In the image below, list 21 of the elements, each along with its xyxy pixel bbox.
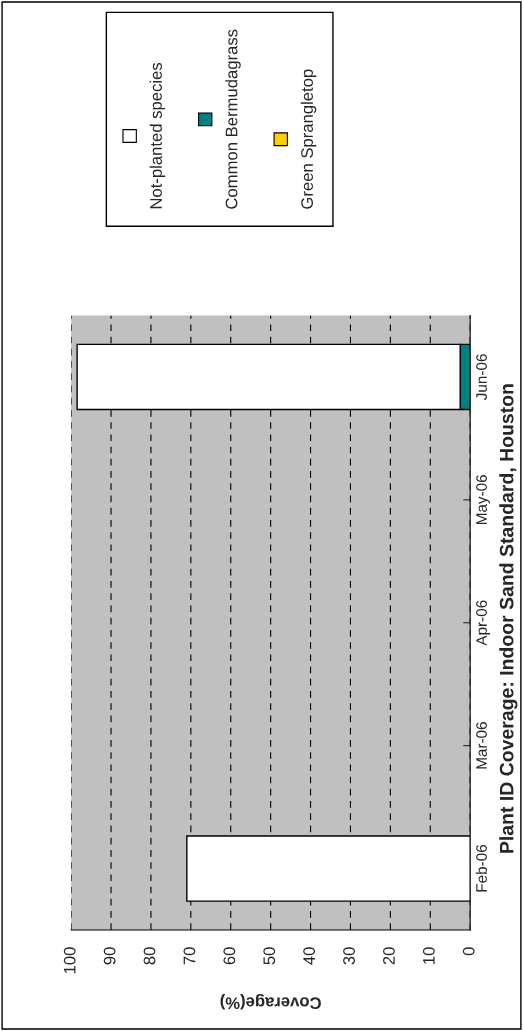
x-tick-label: 70 (183, 947, 196, 965)
x-tick-label: 20 (383, 947, 395, 965)
legend-label: Common Bermudagrass (225, 29, 241, 209)
x-tick-label: 90 (103, 947, 116, 965)
y-tick-label: Jun-06 (476, 354, 487, 401)
x-tick-label: 60 (223, 947, 236, 965)
y-tick-label: Feb-06 (475, 844, 487, 892)
x-tick-label: 100 (63, 947, 76, 974)
y-tick-label: May-06 (476, 475, 490, 525)
y-tick-label: Mar-06 (476, 722, 487, 769)
y-tick-label: Apr-06 (476, 600, 490, 646)
x-tick-label: 10 (422, 947, 435, 964)
x-tick-label: 80 (143, 947, 156, 965)
legend-label: Not-planted species (149, 62, 166, 209)
legend-label: Green Sprangletop (300, 69, 317, 209)
x-tick-label: 40 (303, 947, 316, 965)
x-tick-label: 30 (343, 947, 355, 965)
x-axis-title: Coverage(%) (220, 993, 321, 1010)
text: Plant ID Coverage: Indoor Sand Standard, Houston (499, 384, 518, 853)
x-tick-label: 50 (263, 947, 276, 965)
x-tick-label: 0 (462, 947, 475, 956)
